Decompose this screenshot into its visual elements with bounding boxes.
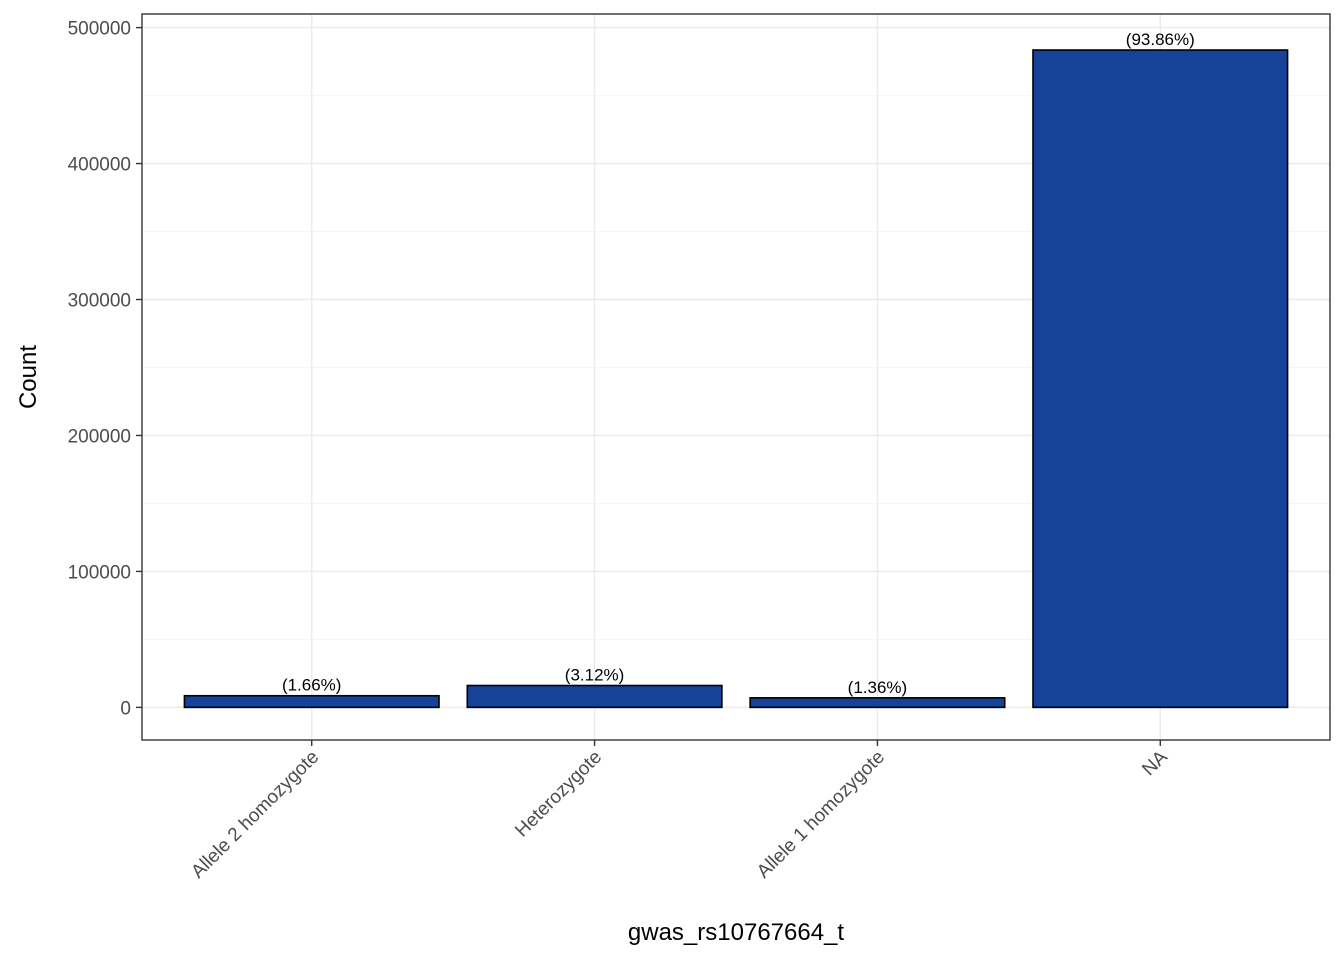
y-tick-label: 200000	[68, 426, 131, 447]
bar-data-label: (93.86%)	[1126, 30, 1195, 49]
y-tick-label: 100000	[68, 562, 131, 583]
y-axis-title: Count	[15, 345, 42, 409]
y-tick-label: 300000	[68, 291, 131, 312]
y-axis-ticks: 0 100000 200000 300000 400000 500000	[68, 19, 142, 719]
y-tick-label: 500000	[68, 19, 131, 40]
bar	[749, 697, 1006, 709]
y-tick-label: 400000	[68, 155, 131, 176]
bars	[183, 49, 1289, 709]
panel-border	[141, 13, 1331, 741]
bar	[183, 694, 440, 709]
data-labels: (1.66%) (3.12%) (1.36%) (93.86%)	[282, 30, 1195, 697]
bar-data-label: (1.36%)	[848, 678, 908, 697]
bar	[1032, 49, 1289, 709]
bar-data-label: (3.12%)	[565, 666, 625, 685]
x-axis-title: gwas_rs10767664_t	[628, 919, 844, 946]
bar	[466, 684, 723, 709]
bar-data-label: (1.66%)	[282, 676, 342, 695]
y-tick-label: 0	[120, 698, 131, 719]
